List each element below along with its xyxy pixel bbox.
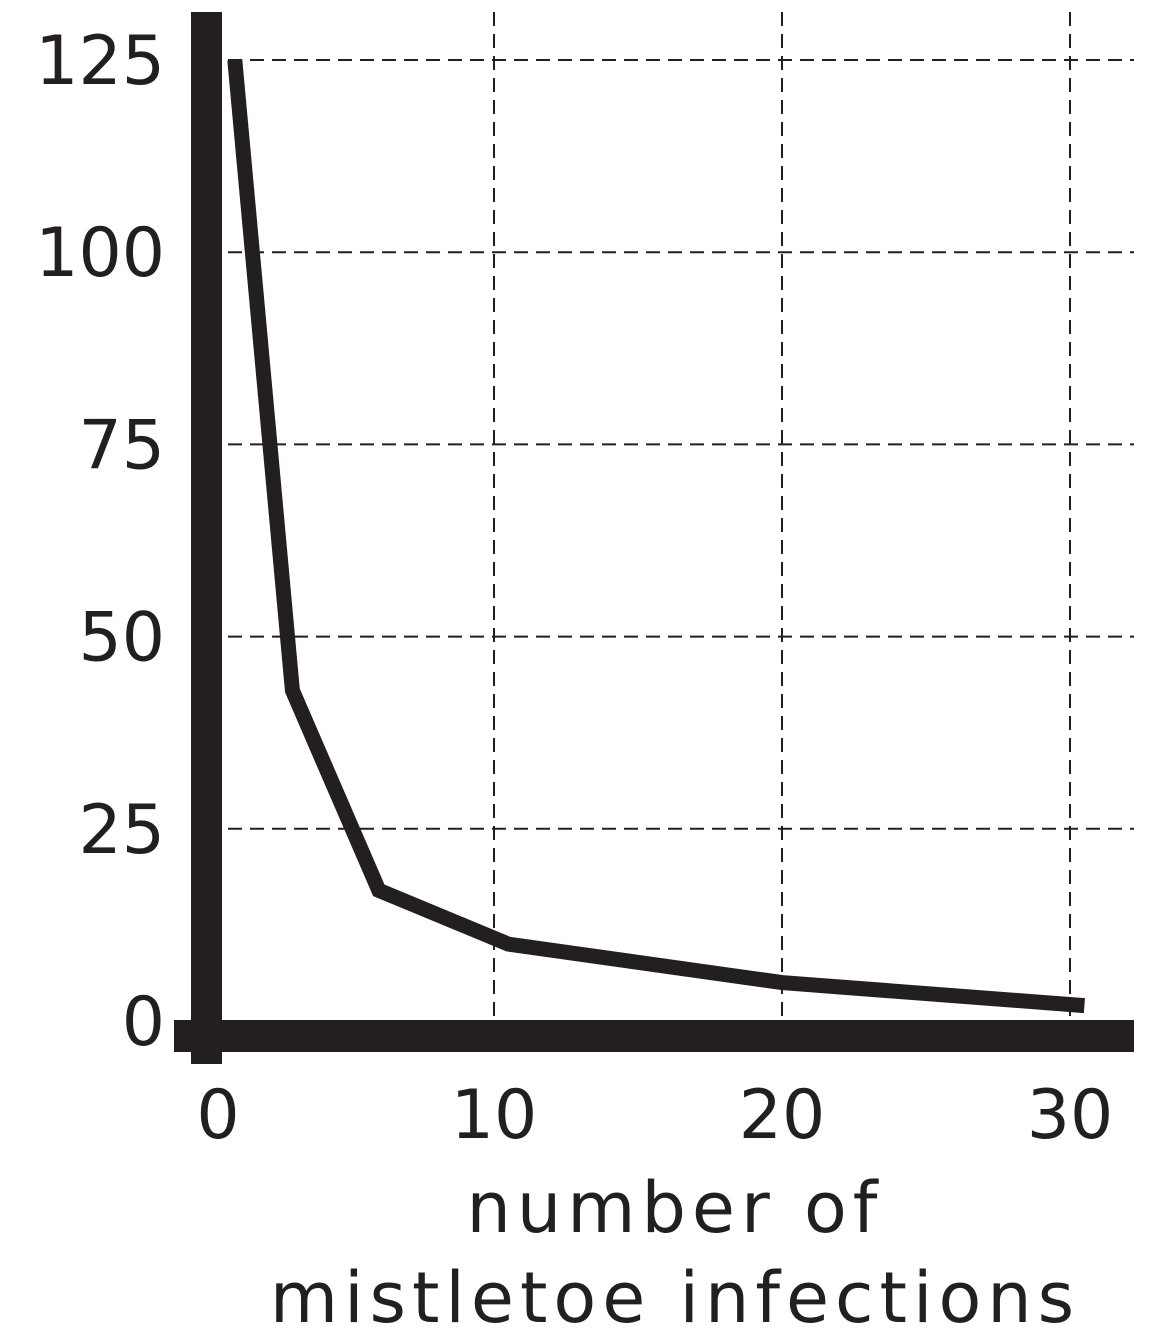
x-tick-label-10: 10 (451, 1076, 538, 1155)
axes (174, 12, 1134, 1064)
y-tick-labels: 0 25 50 75 100 125 (35, 22, 165, 1062)
x-tick-labels: 0 10 20 30 (196, 1076, 1113, 1155)
series-line-0 (235, 60, 1085, 1006)
y-tick-label-25: 25 (78, 791, 165, 870)
y-axis-line (191, 12, 222, 1064)
x-tick-label-30: 30 (1027, 1076, 1114, 1155)
x-axis-title-line-2: mistletoe infections (270, 1257, 1080, 1334)
x-tick-label-20: 20 (739, 1076, 826, 1155)
grid-lines (206, 12, 1134, 1021)
x-axis-line (174, 1020, 1134, 1052)
series-layer (235, 60, 1085, 1006)
x-tick-label-0: 0 (196, 1076, 239, 1155)
y-tick-label-0: 0 (122, 983, 165, 1062)
y-tick-label-100: 100 (35, 214, 165, 293)
y-tick-label-50: 50 (78, 599, 165, 678)
y-tick-label-75: 75 (78, 406, 165, 485)
x-axis-title-line-1: number of (467, 1167, 884, 1249)
y-tick-label-125: 125 (35, 22, 165, 101)
